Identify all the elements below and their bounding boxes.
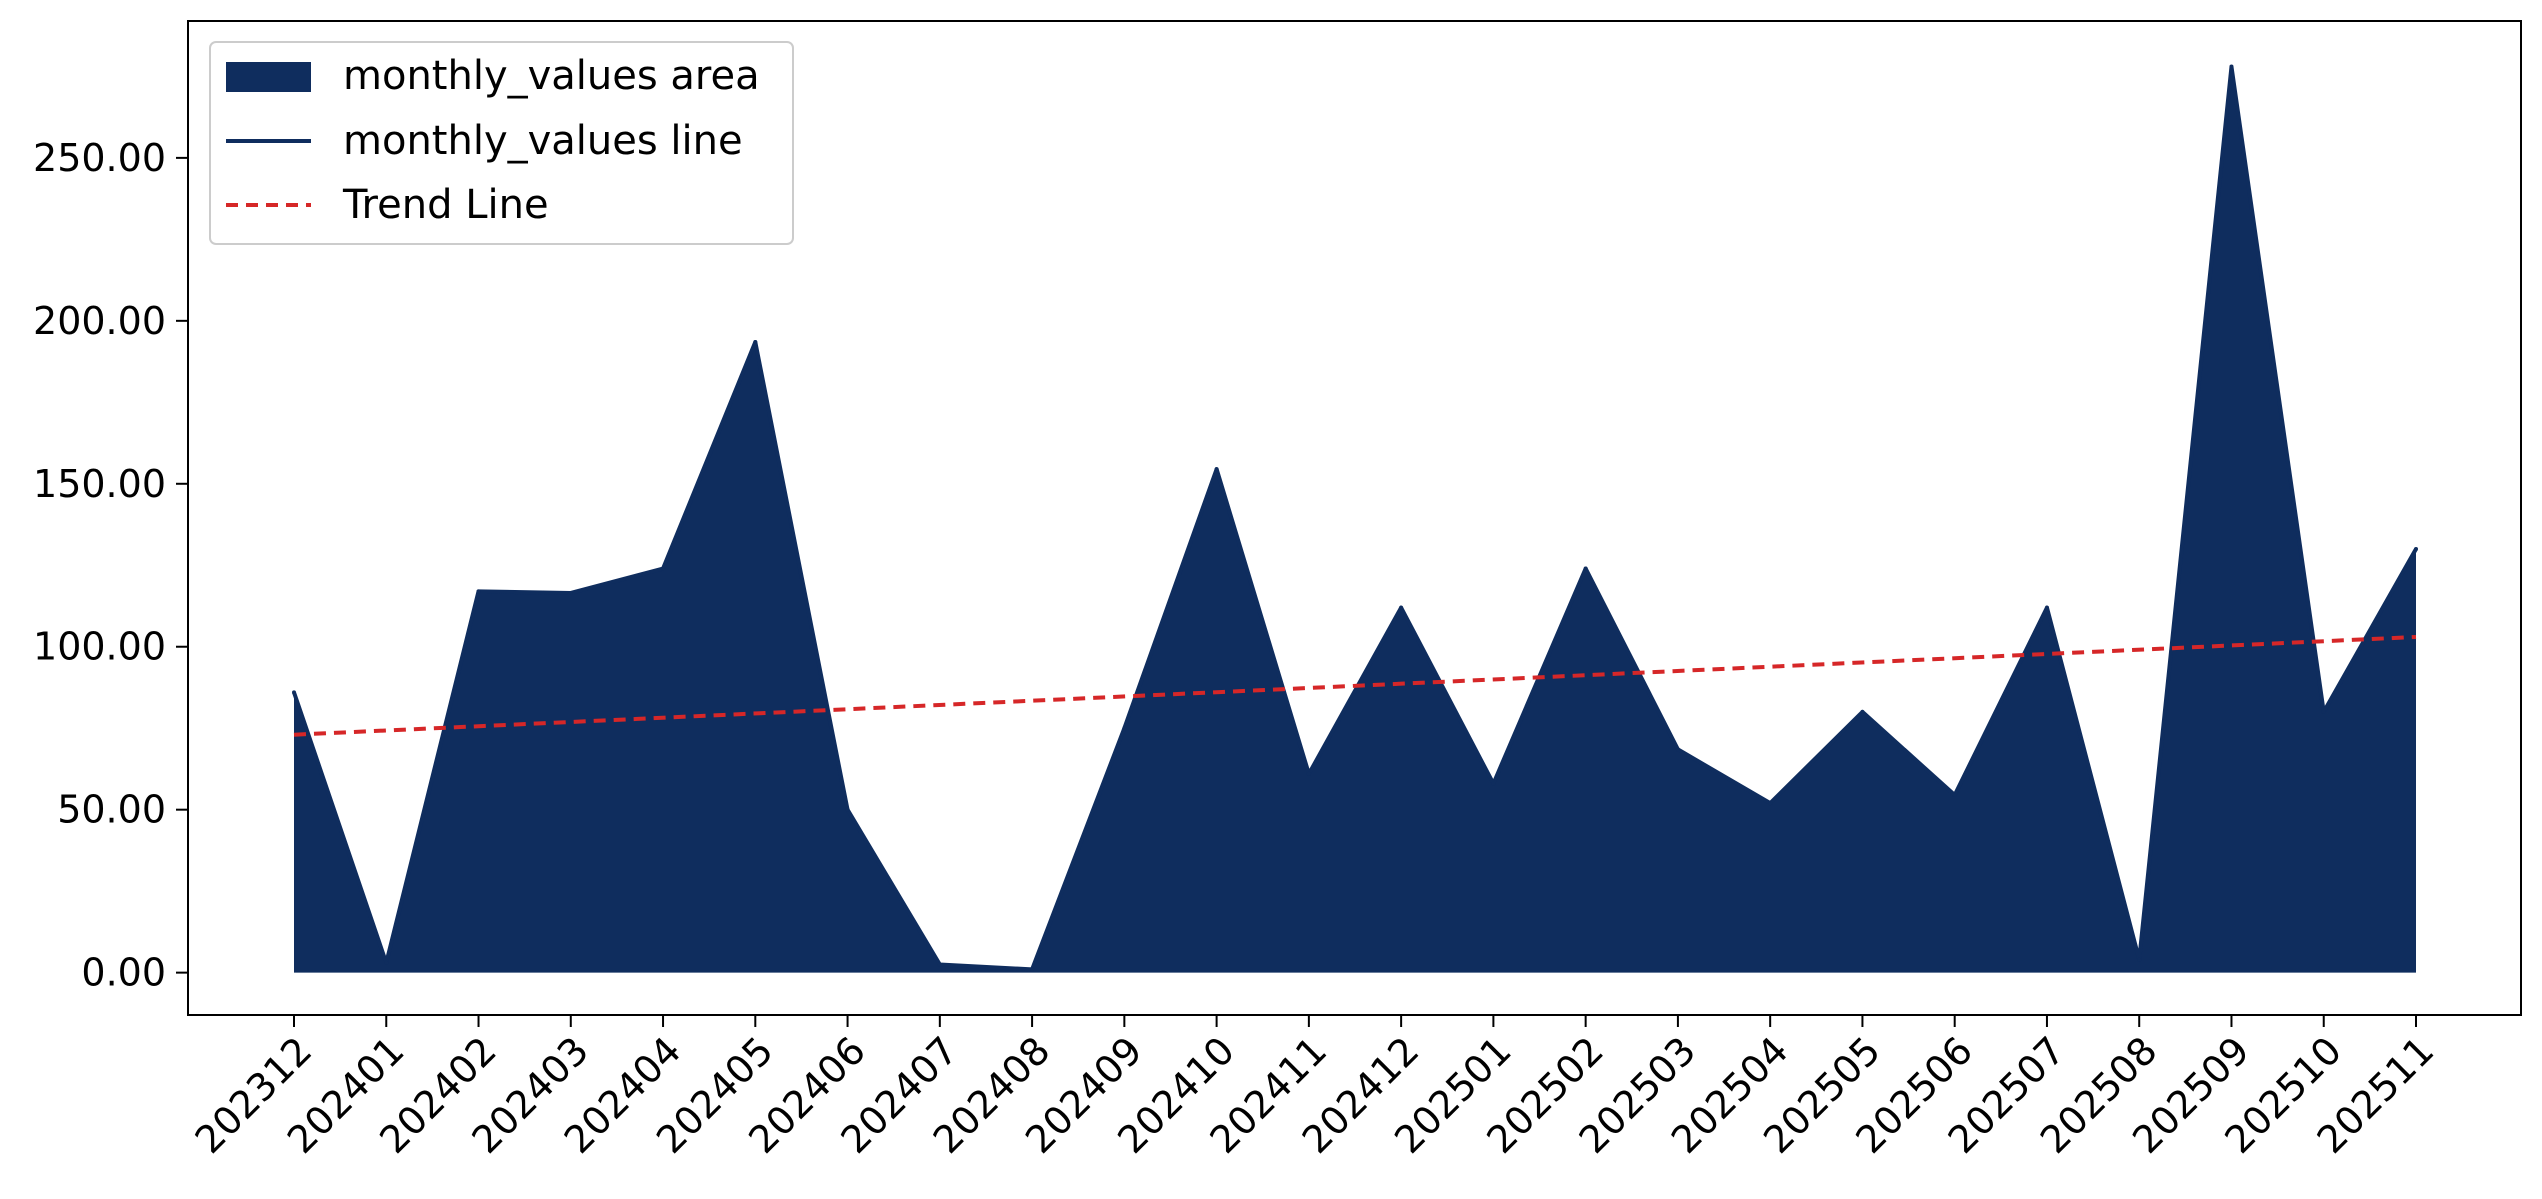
data-point <box>1122 726 1127 731</box>
y-tick-label: 0.00 <box>81 951 166 995</box>
data-point <box>1306 771 1311 776</box>
data-point <box>1768 801 1773 806</box>
legend-frame <box>209 41 794 245</box>
data-point <box>384 960 389 965</box>
data-point <box>1675 747 1680 752</box>
series-area <box>294 66 2416 973</box>
y-tick-label: 100.00 <box>33 625 166 669</box>
data-point <box>1860 709 1865 714</box>
legend-swatch-area <box>226 62 311 92</box>
data-point <box>2229 64 2234 69</box>
data-point <box>2044 605 2049 610</box>
data-point <box>1491 781 1496 786</box>
data-point <box>2137 957 2142 962</box>
series-line <box>292 64 2418 972</box>
data-point <box>845 807 850 812</box>
data-point <box>568 590 573 595</box>
data-point <box>292 690 296 695</box>
y-tick-label: 150.00 <box>33 462 166 506</box>
data-point <box>661 566 666 571</box>
data-point <box>476 589 481 594</box>
trend-line <box>293 634 2417 737</box>
data-point <box>937 962 942 967</box>
legend-label-trend: Trend Line <box>342 182 549 228</box>
data-point <box>1214 467 1219 472</box>
data-point <box>1030 967 1035 972</box>
y-tick-label: 50.00 <box>57 788 166 832</box>
legend-label-line: monthly_values line <box>343 118 743 164</box>
y-tick-label: 200.00 <box>33 299 166 343</box>
legend: monthly_values area monthly_values line … <box>209 41 794 245</box>
legend-label-area: monthly_values area <box>343 53 760 99</box>
data-point <box>1399 605 1404 610</box>
data-point <box>1952 793 1957 798</box>
plot-layer <box>292 64 2418 973</box>
plot-frame <box>187 20 2522 1016</box>
data-point <box>2321 709 2326 714</box>
data-point <box>2414 546 2418 551</box>
y-tick-label: 250.00 <box>33 136 166 180</box>
data-point <box>753 340 758 345</box>
data-point <box>1583 566 1588 571</box>
